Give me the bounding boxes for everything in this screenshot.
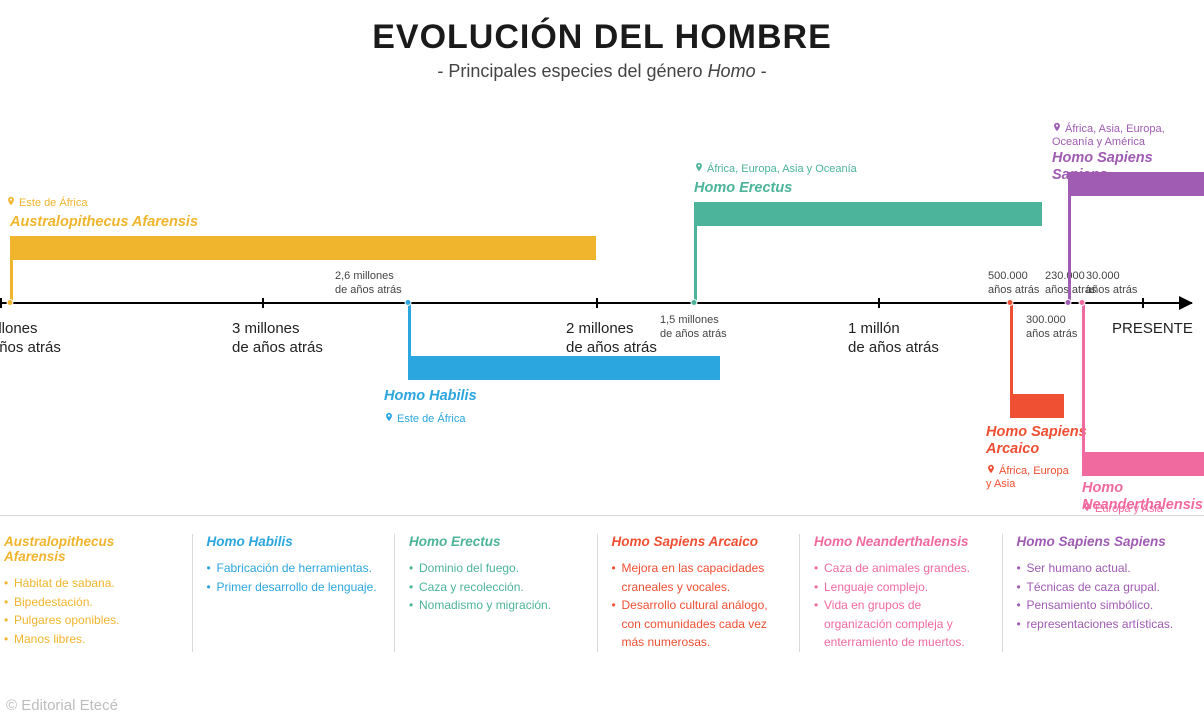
column-bullet: Pulgares oponibles.: [4, 611, 178, 630]
column-bullet: Desarrollo cultural análogo, con comunid…: [612, 596, 786, 652]
axis-dot: [7, 299, 14, 306]
column-bullet: Nomadismo y migración.: [409, 596, 583, 615]
axis-dot: [691, 299, 698, 306]
species-bar: [408, 356, 720, 380]
axis-tick: [0, 298, 2, 308]
section-divider: [0, 515, 1204, 516]
species-columns: Australopithecus Afarensis Hábitat de sab…: [0, 534, 1204, 652]
axis-sublabel: 500.000 años atrás: [988, 270, 1039, 298]
page-subtitle: - Principales especies del género Homo -: [0, 61, 1204, 82]
column-bullet: Hábitat de sabana.: [4, 574, 178, 593]
species-column: Homo Habilis Fabricación de herramientas.…: [192, 534, 395, 652]
column-list: Ser humano actual.Técnicas de caza grupa…: [1017, 559, 1191, 633]
axis-sublabel: 1,5 millones de años atrás: [660, 314, 727, 342]
species-title: Australopithecus Afarensis: [10, 214, 198, 231]
column-bullet: Fabricación de herramientas.: [207, 559, 381, 578]
column-title: Homo Sapiens Arcaico: [612, 534, 786, 549]
column-bullet: Caza de animales grandes.: [814, 559, 988, 578]
species-title: Homo Sapiens Sapiens: [1052, 150, 1204, 183]
axis-dot: [405, 299, 412, 306]
axis-label: 4 millones de años atrás: [0, 320, 61, 358]
species-location: África, Europay Asia: [986, 462, 1069, 491]
axis-tick: [878, 298, 880, 308]
column-bullet: Bipedestación.: [4, 593, 178, 612]
column-list: Mejora en las capacidades craneales y vo…: [612, 559, 786, 652]
credit: © Editorial Etecé: [6, 697, 118, 714]
species-location: Este de África: [6, 194, 87, 210]
species-stem: [1082, 302, 1085, 476]
axis-sublabel: 30.000 años atrás: [1086, 270, 1137, 298]
species-column: Homo Sapiens Arcaico Mejora en las capaci…: [597, 534, 800, 652]
axis-tick: [1142, 298, 1144, 308]
column-bullet: Dominio del fuego.: [409, 559, 583, 578]
axis-dot: [1079, 299, 1086, 306]
column-bullet: Pensamiento simbólico.: [1017, 596, 1191, 615]
axis-sublabel: 2,6 millones de años atrás: [335, 270, 402, 298]
axis-tick: [596, 298, 598, 308]
column-bullet: Vida en grupos de organización compleja …: [814, 596, 988, 652]
axis-sublabel: 300.000 años atrás: [1026, 314, 1077, 342]
species-location: África, Asia, Europa,Oceanía y América: [1052, 120, 1165, 149]
column-title: Homo Erectus: [409, 534, 583, 549]
column-bullet: Primer desarrollo de lenguaje.: [207, 578, 381, 597]
species-bar: [1010, 394, 1064, 418]
column-bullet: representaciones artísticas.: [1017, 615, 1191, 634]
column-bullet: Caza y recolección.: [409, 578, 583, 597]
species-location: Europa y Asia: [1082, 500, 1163, 516]
axis-dot: [1007, 299, 1014, 306]
column-list: Dominio del fuego.Caza y recolección.Nom…: [409, 559, 583, 615]
species-bar: [694, 202, 1042, 226]
species-column: Homo Neanderthalensis Caza de animales gr…: [799, 534, 1002, 652]
column-title: Homo Sapiens Sapiens: [1017, 534, 1191, 549]
species-bar: [10, 236, 596, 260]
column-bullet: Técnicas de caza grupal.: [1017, 578, 1191, 597]
page-title: EVOLUCIÓN DEL HOMBRE: [0, 18, 1204, 57]
species-bar: [1082, 452, 1204, 476]
species-location: Este de África: [384, 410, 465, 426]
axis-tick: [262, 298, 264, 308]
timeline: 4 millones de años atrás 3 millones de añ…: [0, 92, 1204, 512]
column-bullet: Mejora en las capacidades craneales y vo…: [612, 559, 786, 596]
column-bullet: Lenguaje complejo.: [814, 578, 988, 597]
species-column: Australopithecus Afarensis Hábitat de sab…: [0, 534, 192, 652]
column-title: Homo Neanderthalensis: [814, 534, 988, 549]
species-title: Homo Sapiens Arcaico: [986, 424, 1087, 457]
species-title: Homo Habilis: [384, 388, 477, 405]
column-bullet: Manos libres.: [4, 630, 178, 649]
species-location: África, Europa, Asia y Oceanía: [694, 160, 857, 176]
axis-label: PRESENTE: [1112, 320, 1193, 339]
column-title: Australopithecus Afarensis: [4, 534, 178, 564]
species-column: Homo Sapiens Sapiens Ser humano actual.Té…: [1002, 534, 1204, 652]
axis-dot: [1065, 299, 1072, 306]
column-list: Caza de animales grandes.Lenguaje comple…: [814, 559, 988, 652]
species-title: Homo Erectus: [694, 180, 792, 197]
column-list: Fabricación de herramientas.Primer desar…: [207, 559, 381, 596]
axis-label: 1 millón de años atrás: [848, 320, 939, 358]
axis-label: 2 millones de años atrás: [566, 320, 657, 358]
column-title: Homo Habilis: [207, 534, 381, 549]
axis-label: 3 millones de años atrás: [232, 320, 323, 358]
species-column: Homo Erectus Dominio del fuego.Caza y rec…: [394, 534, 597, 652]
column-list: Hábitat de sabana.Bipedestación.Pulgares…: [4, 574, 178, 648]
header: EVOLUCIÓN DEL HOMBRE - Principales espec…: [0, 0, 1204, 82]
column-bullet: Ser humano actual.: [1017, 559, 1191, 578]
